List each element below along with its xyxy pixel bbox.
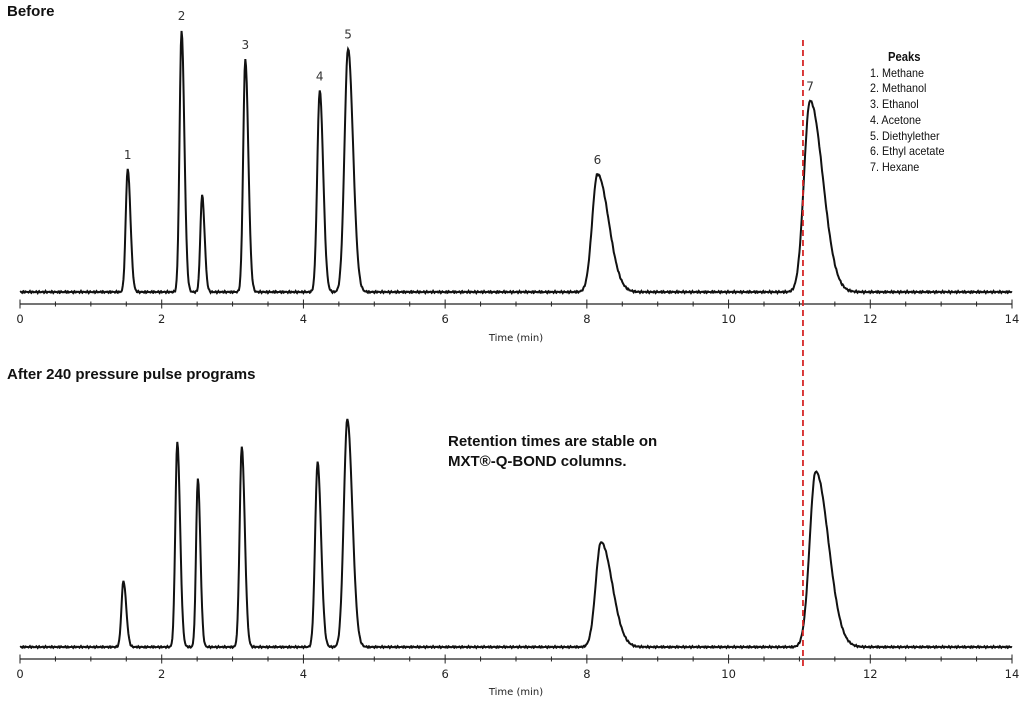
x-tick-label: 4: [300, 312, 307, 326]
peak-label: 4: [316, 69, 324, 83]
chromatogram-trace: [19, 30, 1013, 295]
x-tick-label: 8: [583, 312, 590, 326]
x-tick-label: 6: [441, 667, 448, 681]
x-tick-label: 2: [158, 667, 165, 681]
legend-item: 4. Acetone: [870, 112, 922, 127]
x-tick-label: 14: [1005, 667, 1020, 681]
x-tick-label: 0: [16, 312, 23, 326]
x-tick-label: 14: [1005, 312, 1020, 326]
annotation-line-1: Retention times are stable on: [448, 433, 658, 450]
peak-label: 2: [178, 9, 186, 23]
panel-title-after: After 240 pressure pulse programs: [7, 366, 256, 383]
x-tick-label: 12: [863, 667, 878, 681]
legend-title: Peaks: [888, 50, 921, 64]
x-tick-label: 8: [583, 667, 590, 681]
x-tick-label: 4: [300, 667, 307, 681]
legend-item: 3. Ethanol: [870, 97, 919, 112]
chromatogram-trace: [19, 418, 1013, 650]
peaks-legend: Peaks 1. Methane 2. Methanol 3. Ethanol …: [870, 50, 944, 176]
x-tick-label: 0: [16, 667, 23, 681]
legend-item: 7. Hexane: [870, 159, 920, 174]
x-tick-label: 6: [441, 312, 448, 326]
x-tick-label: 10: [721, 312, 736, 326]
peak-label: 6: [594, 153, 602, 167]
panel-title-before: Before: [7, 3, 55, 20]
x-tick-label: 2: [158, 312, 165, 326]
x-tick-label: 12: [863, 312, 878, 326]
legend-item: 5. Diethylether: [870, 128, 940, 143]
x-tick-label: 10: [721, 667, 736, 681]
peak-label: 1: [124, 148, 132, 162]
legend-item: 6. Ethyl acetate: [870, 144, 945, 159]
peak-label: 5: [344, 27, 352, 41]
peak-label: 3: [242, 38, 250, 52]
peak-label: 7: [806, 80, 814, 94]
x-axis-title: Time (min): [488, 687, 543, 698]
annotation-line-2: MXT®-Q-BOND columns.: [448, 453, 627, 470]
x-axis-title: Time (min): [488, 333, 543, 344]
legend-item: 1. Methane: [870, 65, 925, 80]
retention-annotation: Retention times are stable on MXT®-Q-BON…: [448, 432, 808, 472]
legend-item: 2. Methanol: [870, 81, 927, 96]
